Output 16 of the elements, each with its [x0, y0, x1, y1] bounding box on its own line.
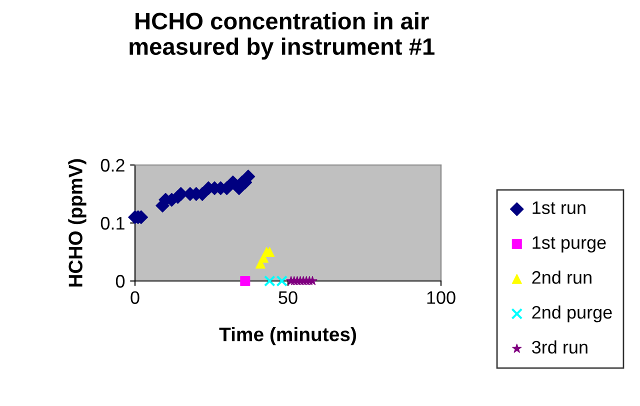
y-tick-label: 0: [116, 274, 125, 288]
y-tick-label: 0.2: [100, 158, 124, 172]
x-tick-label: 0: [130, 291, 140, 304]
point: [240, 276, 250, 286]
x-axis-title: Time (minutes): [219, 327, 356, 346]
legend-label: 3rd run: [532, 340, 588, 354]
chart-title: HCHO concentration in air measured by instrument #1: [130, 12, 434, 60]
legend-label: 1st run: [532, 201, 586, 214]
y-tick-label: 0.1: [100, 216, 124, 230]
x-tick-label: 50: [278, 291, 298, 304]
legend-label: 1st purge: [532, 236, 606, 253]
y-axis-title: HCHO (ppmV): [68, 159, 86, 287]
legend-label: 2nd purge: [532, 305, 612, 322]
x-tick-label: 100: [427, 291, 456, 304]
point: [308, 276, 318, 286]
legend-label: 2nd run: [532, 270, 592, 284]
